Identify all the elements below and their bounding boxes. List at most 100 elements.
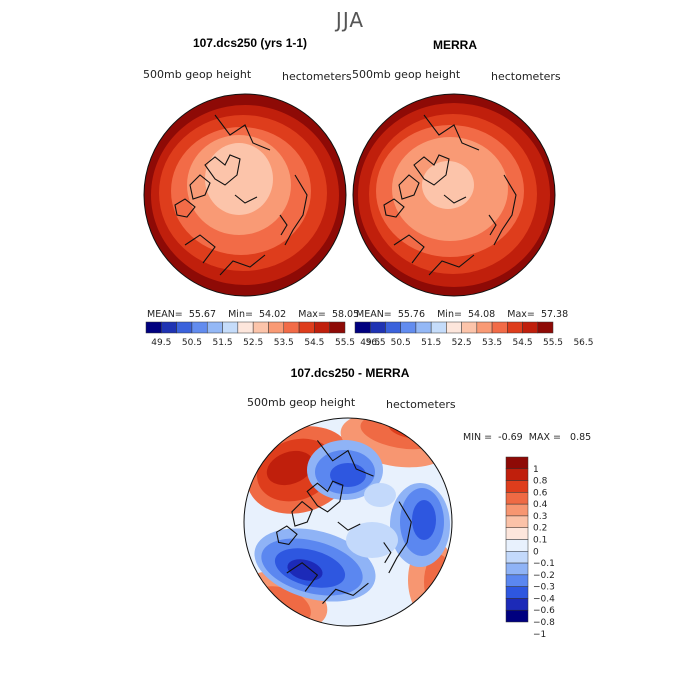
colorbar-segment-6 (446, 321, 462, 334)
colorbar-tick-label-7: 56.5 (366, 338, 386, 348)
panel-2-colorbar: 49.5 50.5 51.5 52.5 53.5 54.5 55.5 56.5 (354, 321, 593, 348)
coastline-segment-4 (388, 501, 412, 574)
panel-2-min-value: 54.08 (467, 309, 496, 320)
colorbar-tick-label-3: 0.4 (533, 500, 548, 510)
coastline-segment-8 (337, 521, 361, 531)
coastline-segment-5 (322, 582, 369, 604)
panel-1-contour-fill (144, 94, 346, 296)
panel-3-max-value: 0.85 (570, 432, 592, 443)
colorbar-tick-label-7: 0 (533, 547, 539, 557)
coastline-segment-0 (413, 154, 450, 186)
colorbar-segment-9 (491, 321, 508, 334)
colorbar-segment-12 (329, 321, 346, 334)
diff-contour-2 (266, 450, 314, 486)
panel-3-variable-label: 500mb geop height (247, 396, 356, 409)
colorbar-segment-3 (191, 321, 208, 334)
panel-2-map (352, 93, 556, 297)
colorbar-segment-3 (400, 321, 417, 334)
colorbar-segment-3 (505, 492, 529, 505)
coastline-segment-7 (383, 542, 392, 564)
panel-3-colorbar: 1 0.80.6 0.4 0.3 0.2 0.10 −0.1 −0.2 −0.3−0.4 −0.6… (505, 456, 555, 640)
colorbar-tick-label-3: 52.5 (452, 338, 472, 348)
coastline-segment-1 (291, 500, 313, 527)
colorbar-tick-label-12: −0.6 (533, 606, 555, 616)
colorbar-tick-label-5: 54.5 (304, 338, 324, 348)
coastline-segment-5 (428, 254, 475, 276)
colorbar-segment-6 (237, 321, 254, 334)
colorbar-tick-label-11: −0.4 (533, 594, 555, 604)
colorbar-tick-label-1: 50.5 (391, 338, 411, 348)
colorbar-tick-label-9: −0.2 (533, 571, 555, 581)
colorbar-tick-label-3: 52.5 (243, 338, 263, 348)
panel-1-min-value: 54.02 (258, 309, 287, 320)
colorbar-tick-label-13: −0.8 (533, 618, 555, 628)
coastline-segment-2 (275, 525, 298, 546)
colorbar-tick-label-1: 0.8 (533, 477, 548, 487)
panel-1-map (143, 93, 347, 297)
panel-1-map-border (143, 93, 347, 297)
colorbar-segment-8 (505, 551, 529, 564)
panel-3-coastlines (275, 440, 412, 604)
coastline-segment-4 (493, 174, 517, 246)
panel-3-min-value: -0.69 (498, 432, 523, 443)
panel-2-mean-label: MEAN= (356, 309, 392, 320)
diff-contour-21 (364, 483, 396, 507)
panel-1-stats: MEAN= 55.67 Min= 54.02 Max= 58.05 (147, 309, 359, 320)
colorbar-segment-8 (268, 321, 285, 334)
coastline-segment-3 (214, 114, 271, 151)
panel-2-title: MERRA (433, 38, 477, 52)
colorbar-segment-2 (176, 321, 193, 334)
panel-1-mean-label: MEAN= (147, 309, 183, 320)
panel-1-min-label: Min= (228, 309, 253, 320)
panel-2-coastlines (383, 114, 517, 276)
diff-contour-12 (330, 463, 366, 487)
colorbar-tick-label-5: 0.2 (533, 524, 547, 534)
colorbar-tick-label-6: 0.1 (533, 536, 547, 546)
colorbar-segment-0 (505, 456, 529, 470)
colorbar-segment-10 (507, 321, 523, 334)
coastline-segment-4 (284, 174, 308, 246)
panel-2-units-label: hectometers (491, 70, 561, 83)
colorbar-segment-7 (252, 321, 269, 334)
panel-1-max-label: Max= (298, 309, 326, 320)
colorbar-segment-0 (354, 321, 371, 334)
panel-1-mean-value: 55.67 (188, 309, 217, 320)
colorbar-segment-1 (505, 468, 529, 481)
colorbar-tick-label-6: 55.5 (335, 338, 355, 348)
colorbar-segment-6 (505, 527, 529, 540)
panel-3-map-border (243, 417, 453, 627)
colorbar-segment-5 (430, 321, 447, 334)
colorbar-tick-label-10: −0.3 (533, 583, 555, 593)
colorbar-tick-label-14: −1 (533, 630, 546, 640)
diff-contour-20 (346, 522, 398, 558)
colorbar-segment-5 (222, 321, 239, 334)
colorbar-segment-7 (461, 321, 478, 334)
coastline-segment-6 (393, 234, 425, 264)
coastline-segment-3 (316, 440, 374, 477)
colorbar-segment-4 (415, 321, 432, 334)
colorbar-tick-label-2: 0.6 (533, 488, 548, 498)
coastline-segment-1 (398, 174, 420, 200)
panel-2-mean-value: 55.76 (397, 309, 426, 320)
coastline-segment-3 (423, 114, 480, 151)
colorbar-segment-7 (505, 539, 529, 552)
coastline-segment-1 (189, 174, 211, 200)
panel-1-title: 107.dcs250 (yrs 1-1) (192, 36, 308, 50)
colorbar-tick-label-8: −0.1 (533, 559, 555, 569)
panel-2-variable-label: 500mb geop height (352, 68, 461, 81)
colorbar-segment-11 (314, 321, 330, 334)
coastline-segment-6 (184, 234, 216, 264)
panel-3-stats: MIN = -0.69 MAX = 0.85 (463, 432, 591, 443)
colorbar-segment-5 (505, 515, 529, 528)
colorbar-segment-10 (505, 574, 529, 587)
coastline-segment-7 (488, 214, 497, 236)
coastline-segment-7 (279, 214, 288, 236)
colorbar-segment-11 (505, 586, 529, 599)
coastline-segment-2 (383, 198, 405, 218)
colorbar-tick-label-5: 54.5 (513, 338, 533, 348)
colorbar-segment-9 (283, 321, 300, 334)
colorbar-segment-10 (298, 321, 315, 334)
panel-1-coastlines (174, 114, 308, 276)
coastline-segment-6 (286, 562, 319, 592)
colorbar-segment-1 (369, 321, 386, 334)
